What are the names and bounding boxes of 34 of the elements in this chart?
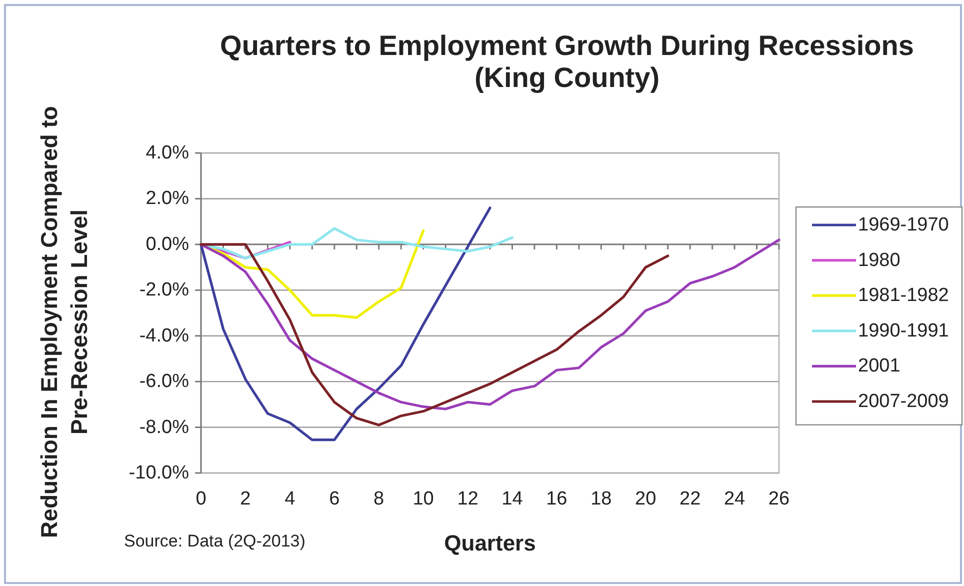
x-tick-label: 18 — [590, 488, 612, 510]
x-axis-title: Quarters — [444, 530, 536, 556]
x-tick-label: 6 — [329, 488, 340, 510]
x-tick-label: 4 — [284, 488, 296, 510]
y-tick-label: -2.0% — [139, 280, 190, 301]
x-tick-label: 2 — [240, 488, 251, 510]
x-tick-label: 20 — [635, 488, 656, 510]
chart-title: Quarters to Employment Growth During Recessions (King County) — [220, 30, 914, 93]
y-tick-label: -4.0% — [139, 325, 190, 346]
legend-label: 2001 — [858, 356, 900, 377]
line-series — [200, 206, 492, 442]
legend-label: 1981-1982 — [858, 285, 949, 306]
x-tick-label: 26 — [768, 488, 790, 510]
y-tick-label: -6.0% — [139, 371, 190, 392]
legend-label: 1990-1991 — [858, 320, 949, 342]
x-tick-label: 24 — [724, 488, 746, 510]
x-tick-label: 0 — [196, 488, 206, 510]
legend-label: 1969-1970 — [858, 214, 949, 236]
legend-label: 2007-2009 — [858, 391, 949, 412]
x-tick-label: 12 — [457, 488, 478, 510]
y-tick-label: 2.0% — [146, 188, 190, 210]
x-tick-label: 22 — [680, 488, 701, 510]
y-axis-title: Reduction In Employment Compared to Pre-Recession Level — [36, 106, 92, 538]
x-tick-label: 16 — [546, 488, 568, 510]
x-tick-label: 14 — [502, 488, 524, 510]
y-tick-label: -10.0% — [128, 462, 190, 484]
y-tick-label: 4.0% — [146, 142, 190, 164]
y-tick-label: -8.0% — [139, 416, 190, 438]
y-tick-label: 0.0% — [146, 234, 190, 255]
x-tick-label: 10 — [412, 488, 434, 510]
x-tick-label: 8 — [374, 488, 384, 510]
source-note: Source: Data (2Q-2013) — [124, 532, 306, 550]
legend-label: 1980 — [858, 250, 900, 271]
line-series — [200, 243, 670, 426]
